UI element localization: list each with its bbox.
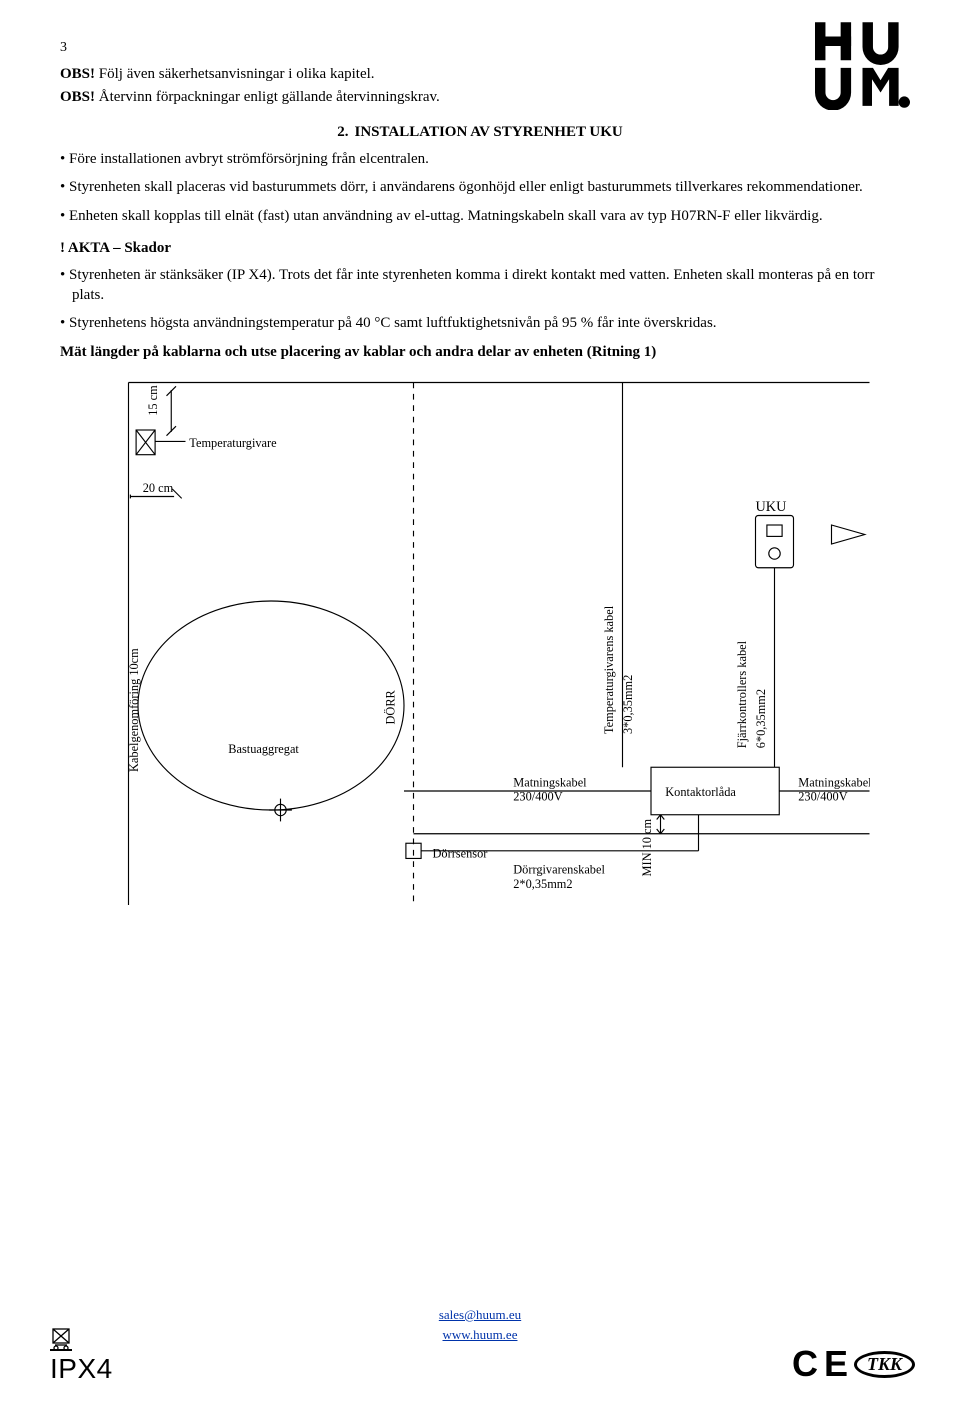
svg-text:3*0,35mm2: 3*0,35mm2 (621, 674, 635, 733)
svg-text:Bastuaggregat: Bastuaggregat (228, 742, 299, 756)
tkk-mark-icon: TKK (854, 1351, 915, 1378)
svg-text:Kontaktorlåda: Kontaktorlåda (665, 784, 736, 798)
svg-text:Temperaturgivarens kabel: Temperaturgivarens kabel (602, 605, 616, 734)
weee-icon (50, 1325, 72, 1351)
warning-title: ! AKTA – Skador (60, 240, 900, 257)
list-item: Styrenheten är stänksäker (IP X4). Trots… (60, 265, 900, 306)
svg-text:Dörrsensor: Dörrsensor (433, 846, 488, 860)
page-footer: sales@huum.eu www.huum.ee IPX4 C E TKK (0, 1305, 960, 1385)
bullet-list-main: Före installationen avbryt strömförsörjn… (60, 149, 900, 226)
list-item: Före installationen avbryt strömförsörjn… (60, 149, 900, 169)
list-item: Styrenheten skall placeras vid basturumm… (60, 177, 900, 197)
intro-line-1: OBS! Följ även säkerhetsanvisningar i ol… (60, 66, 900, 83)
list-item: Enheten skall kopplas till elnät (fast) … (60, 206, 900, 226)
list-item: Styrenhetens högsta användningstemperatu… (60, 313, 900, 333)
ce-tkk-mark: C E TKK (792, 1343, 915, 1385)
huum-logo (815, 20, 910, 110)
ce-mark-icon: C E (792, 1343, 846, 1385)
footer-email-link[interactable]: sales@huum.eu (439, 1307, 521, 1323)
footer-site-link[interactable]: www.huum.ee (443, 1327, 518, 1343)
svg-text:Matningskabel: Matningskabel (798, 775, 870, 789)
svg-text:20 cm: 20 cm (143, 480, 174, 494)
svg-text:DÖRR: DÖRR (384, 689, 398, 724)
svg-text:Matningskabel: Matningskabel (513, 775, 587, 789)
svg-text:Kabelgenomföring 10cm: Kabelgenomföring 10cm (127, 647, 141, 771)
intro-line-2: OBS! Återvinn förpackningar enligt gälla… (60, 89, 900, 106)
svg-text:MIN 10 cm: MIN 10 cm (640, 818, 654, 876)
svg-text:UKU: UKU (756, 498, 787, 514)
ipx4-rating: IPX4 (50, 1353, 113, 1385)
svg-text:230/400V: 230/400V (798, 789, 847, 803)
svg-text:Fjärrkontrollers kabel: Fjärrkontrollers kabel (735, 640, 749, 748)
page-number: 3 (60, 40, 900, 56)
svg-text:2*0,35mm2: 2*0,35mm2 (513, 876, 572, 890)
installation-diagram: 15 cm 20 cm Temperaturgivare Kabelgenomf… (60, 373, 900, 910)
svg-text:230/400V: 230/400V (513, 789, 562, 803)
svg-text:Dörrgivarenskabel: Dörrgivarenskabel (513, 862, 605, 876)
bullet-list-warn: Styrenheten är stänksäker (IP X4). Trots… (60, 265, 900, 334)
section-title: 2.INSTALLATION AV STYRENHET UKU (60, 124, 900, 141)
measure-line: Mät längder på kablarna och utse placeri… (60, 344, 900, 361)
svg-text:15 cm: 15 cm (146, 384, 160, 415)
svg-text:6*0,35mm2: 6*0,35mm2 (754, 688, 768, 747)
svg-text:Temperaturgivare: Temperaturgivare (189, 436, 277, 450)
intro-block: OBS! Följ även säkerhetsanvisningar i ol… (60, 66, 900, 106)
